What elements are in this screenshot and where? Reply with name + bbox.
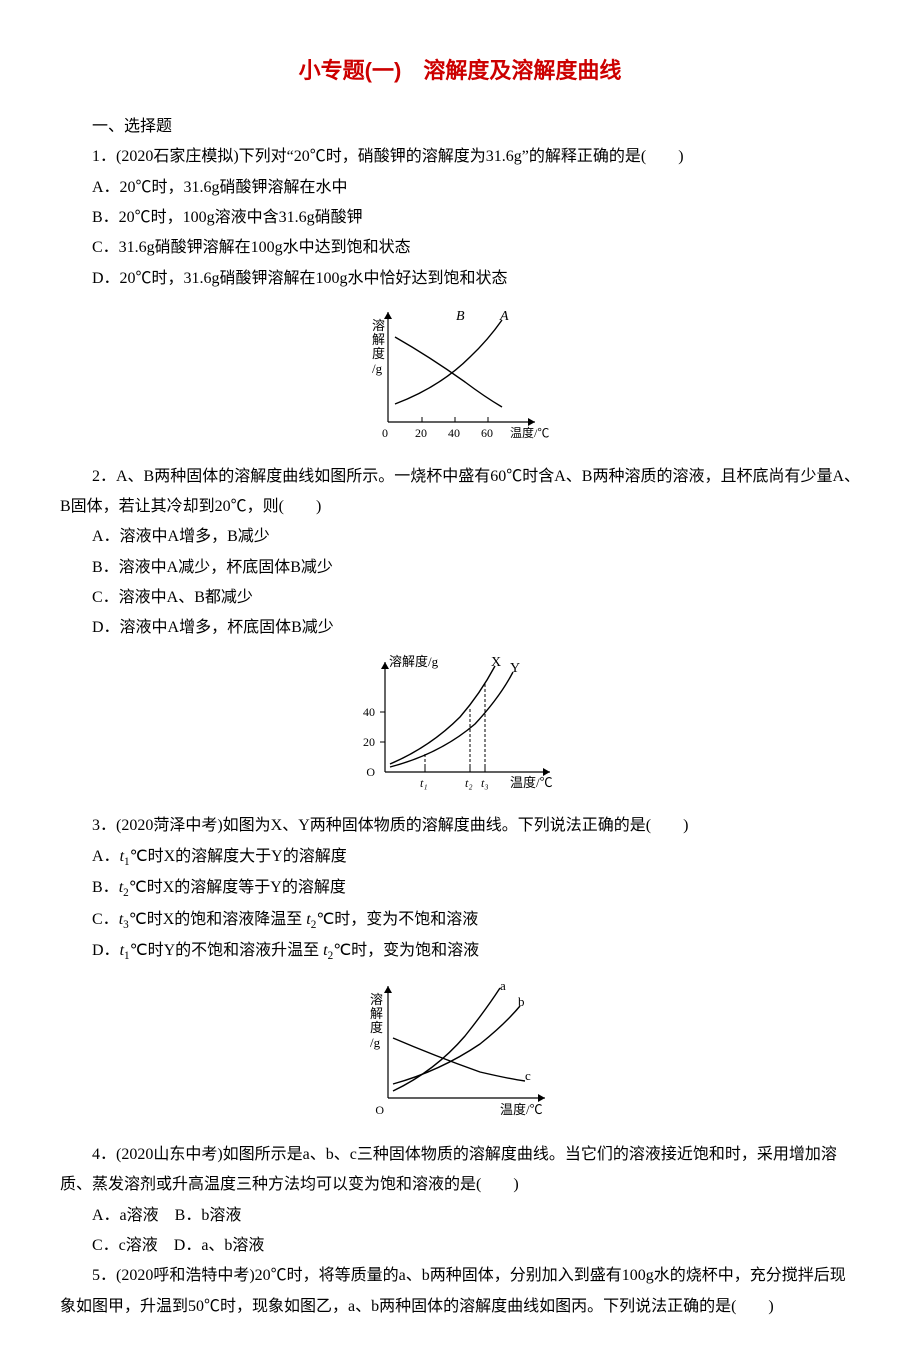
svg-text:温度/℃: 温度/℃ [510, 775, 553, 790]
svg-text:溶: 溶 [372, 318, 385, 333]
q2-stem: 2．A、B两种固体的溶解度曲线如图所示。一烧杯中盛有60℃时含A、B两种溶质的溶… [60, 462, 860, 523]
svg-text:Y: Y [510, 661, 520, 676]
q3-opt-b: B．t2℃时X的溶解度等于Y的溶解度 [60, 873, 860, 904]
svg-text:A: A [499, 309, 509, 324]
svg-text:度: 度 [370, 1020, 383, 1035]
svg-text:解: 解 [372, 332, 385, 347]
q3-opt-c: C．t3℃时X的饱和溶液降温至 t2℃时，变为不饱和溶液 [60, 905, 860, 936]
page-title: 小专题(一) 溶解度及溶解度曲线 [60, 50, 860, 92]
q3-opt-d: D．t1℃时Y的不饱和溶液升温至 t2℃时，变为饱和溶液 [60, 936, 860, 967]
svg-text:O: O [375, 1103, 384, 1117]
svg-text:0: 0 [382, 426, 388, 440]
q2-opt-d: D．溶液中A增多，杯底固体B减少 [60, 613, 860, 643]
q5-stem: 5．(2020呼和浩特中考)20℃时，将等质量的a、b两种固体，分别加入到盛有1… [60, 1261, 860, 1322]
svg-text:t₃: t₃ [481, 776, 489, 790]
svg-text:/g: /g [372, 361, 383, 376]
q2-opt-b: B．溶液中A减少，杯底固体B减少 [60, 553, 860, 583]
svg-text:t₁: t₁ [420, 776, 428, 790]
figure-3: O 溶 解 度 /g 温度/℃ a b c [60, 976, 860, 1132]
svg-text:度: 度 [372, 346, 385, 361]
svg-text:40: 40 [363, 705, 375, 719]
svg-text:解: 解 [370, 1006, 383, 1021]
svg-text:20: 20 [363, 735, 375, 749]
svg-text:60: 60 [481, 426, 493, 440]
figure-2: 溶解度/g O 20 40 t₁ t₂ t₃ 温度/℃ X Y [60, 652, 860, 803]
svg-text:O: O [366, 765, 375, 779]
svg-text:b: b [518, 994, 525, 1009]
svg-text:a: a [500, 978, 506, 993]
q1-opt-b: B．20℃时，100g溶液中含31.6g硝酸钾 [60, 203, 860, 233]
svg-text:温度/℃: 温度/℃ [500, 1102, 543, 1117]
svg-text:40: 40 [448, 426, 460, 440]
q1-opt-a: A．20℃时，31.6g硝酸钾溶解在水中 [60, 173, 860, 203]
q3-opt-a: A．t1℃时X的溶解度大于Y的溶解度 [60, 842, 860, 873]
svg-text:20: 20 [415, 426, 427, 440]
figure-1: 溶 解 度 /g 0 20 40 60 温度/℃ A B [60, 302, 860, 453]
q1-opt-c: C．31.6g硝酸钾溶解在100g水中达到饱和状态 [60, 233, 860, 263]
q2-opt-c: C．溶液中A、B都减少 [60, 583, 860, 613]
q3-stem: 3．(2020菏泽中考)如图为X、Y两种固体物质的溶解度曲线。下列说法正确的是(… [60, 811, 860, 841]
q2-opt-a: A．溶液中A增多，B减少 [60, 522, 860, 552]
svg-text:/g: /g [370, 1035, 381, 1050]
svg-text:X: X [491, 655, 501, 670]
q4-stem: 4．(2020山东中考)如图所示是a、b、c三种固体物质的溶解度曲线。当它们的溶… [60, 1140, 860, 1201]
q4-opt-ab: A．a溶液 B．b溶液 [60, 1201, 860, 1231]
q1-stem: 1．(2020石家庄模拟)下列对“20℃时，硝酸钾的溶解度为31.6g”的解释正… [60, 142, 860, 172]
svg-text:B: B [456, 309, 465, 324]
svg-text:溶解度/g: 溶解度/g [389, 654, 439, 669]
svg-text:温度/℃: 温度/℃ [510, 425, 549, 440]
q4-opt-cd: C．c溶液 D．a、b溶液 [60, 1231, 860, 1261]
svg-text:c: c [525, 1068, 531, 1083]
svg-text:t₂: t₂ [465, 776, 473, 790]
svg-text:溶: 溶 [370, 992, 383, 1007]
q1-opt-d: D．20℃时，31.6g硝酸钾溶解在100g水中恰好达到饱和状态 [60, 264, 860, 294]
section-heading: 一、选择题 [60, 112, 860, 142]
